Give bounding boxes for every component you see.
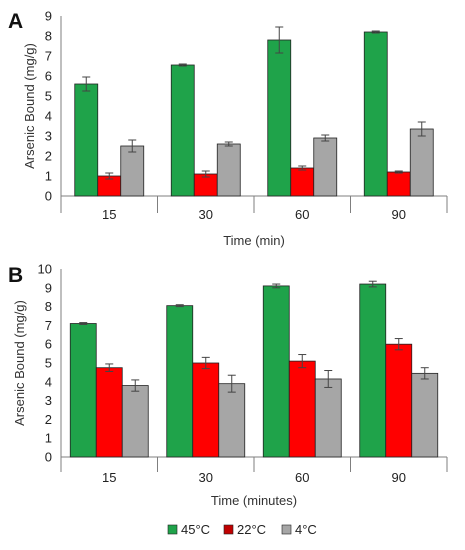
x-tick-label-a: 60 (295, 207, 309, 222)
legend-label: 45°C (181, 522, 210, 537)
x-axis-title-a: Time (min) (223, 233, 285, 248)
y-tick-label-a: 2 (45, 149, 52, 164)
bar-a-60-0 (267, 39, 292, 197)
y-tick-label-b: 5 (45, 356, 52, 371)
y-tick-label-b: 3 (45, 393, 52, 408)
x-axis-title-b: Time (minutes) (211, 493, 297, 508)
y-tick-label-a: 4 (45, 109, 52, 124)
bar-a-90-1 (386, 171, 411, 197)
y-tick-label-b: 1 (45, 431, 52, 446)
bar-b-30-1 (192, 362, 220, 458)
y-tick-label-a: 0 (45, 189, 52, 204)
y-tick-label-b: 9 (45, 280, 52, 295)
chart-panel-b: B Arsenic Bound (mg/g) 0 1 2 3 4 5 6 7 8 9 10 15 30 60 9… (8, 262, 448, 508)
y-tick-label-a: 6 (45, 69, 52, 84)
bar-b-15-2 (121, 385, 149, 458)
legend-label: 22°C (237, 522, 266, 537)
bar-a-90-2 (409, 128, 434, 197)
y-tick-label-b: 2 (45, 412, 52, 427)
bar-b-60-2 (314, 378, 342, 458)
panel-label-a: A (8, 10, 23, 33)
panel-label-b: B (8, 264, 23, 287)
bar-a-30-2 (216, 143, 241, 197)
y-axis-title-a: Arsenic Bound (mg/g) (22, 43, 37, 169)
x-tick-label-a: 90 (392, 207, 406, 222)
chart-panel-a: A Arsenic Bound (mg/g) 0 1 2 3 4 5 6 7 8 9 15 30 60 90 T… (8, 9, 448, 248)
y-tick-label-a: 3 (45, 129, 52, 144)
y-tick-label-b: 6 (45, 337, 52, 352)
y-tick-label-b: 10 (38, 262, 52, 277)
bar-a-60-1 (290, 167, 315, 197)
y-tick-label-a: 7 (45, 49, 52, 64)
x-tick-label-b: 30 (199, 470, 213, 485)
bar-a-60-2 (313, 137, 338, 197)
bar-b-90-0 (359, 283, 387, 458)
y-tick-label-b: 7 (45, 318, 52, 333)
bar-a-90-0 (363, 31, 388, 197)
legend-label: 4°C (295, 522, 317, 537)
bar-a-30-0 (170, 64, 195, 197)
y-tick-label-a: 5 (45, 89, 52, 104)
x-tick-label-b: 15 (102, 470, 116, 485)
y-tick-label-b: 4 (45, 374, 52, 389)
x-tick-label-a: 30 (199, 207, 213, 222)
y-tick-label-b: 8 (45, 299, 52, 314)
bar-b-15-0 (69, 323, 97, 458)
bar-b-60-1 (288, 360, 316, 458)
y-tick-label-a: 9 (45, 9, 52, 24)
bar-b-60-0 (262, 285, 290, 458)
bar-b-30-2 (218, 383, 246, 458)
chart-legend: 45°C 22°C 4°C (167, 522, 317, 537)
y-tick-label-b: 0 (45, 450, 52, 465)
bar-a-15-2 (120, 145, 145, 197)
legend-swatch (281, 524, 292, 535)
bar-b-90-2 (411, 372, 439, 458)
y-tick-label-a: 1 (45, 169, 52, 184)
bar-b-90-1 (385, 343, 413, 458)
y-tick-label-a: 8 (45, 29, 52, 44)
bar-a-15-0 (74, 83, 99, 197)
bar-b-30-0 (166, 305, 194, 458)
bar-b-15-1 (95, 367, 123, 458)
x-tick-label-b: 90 (392, 470, 406, 485)
x-tick-label-a: 15 (102, 207, 116, 222)
legend-swatch (167, 524, 178, 535)
y-axis-title-b: Arsenic Bound (mg/g) (12, 300, 27, 426)
legend-swatch (223, 524, 234, 535)
x-tick-label-b: 60 (295, 470, 309, 485)
